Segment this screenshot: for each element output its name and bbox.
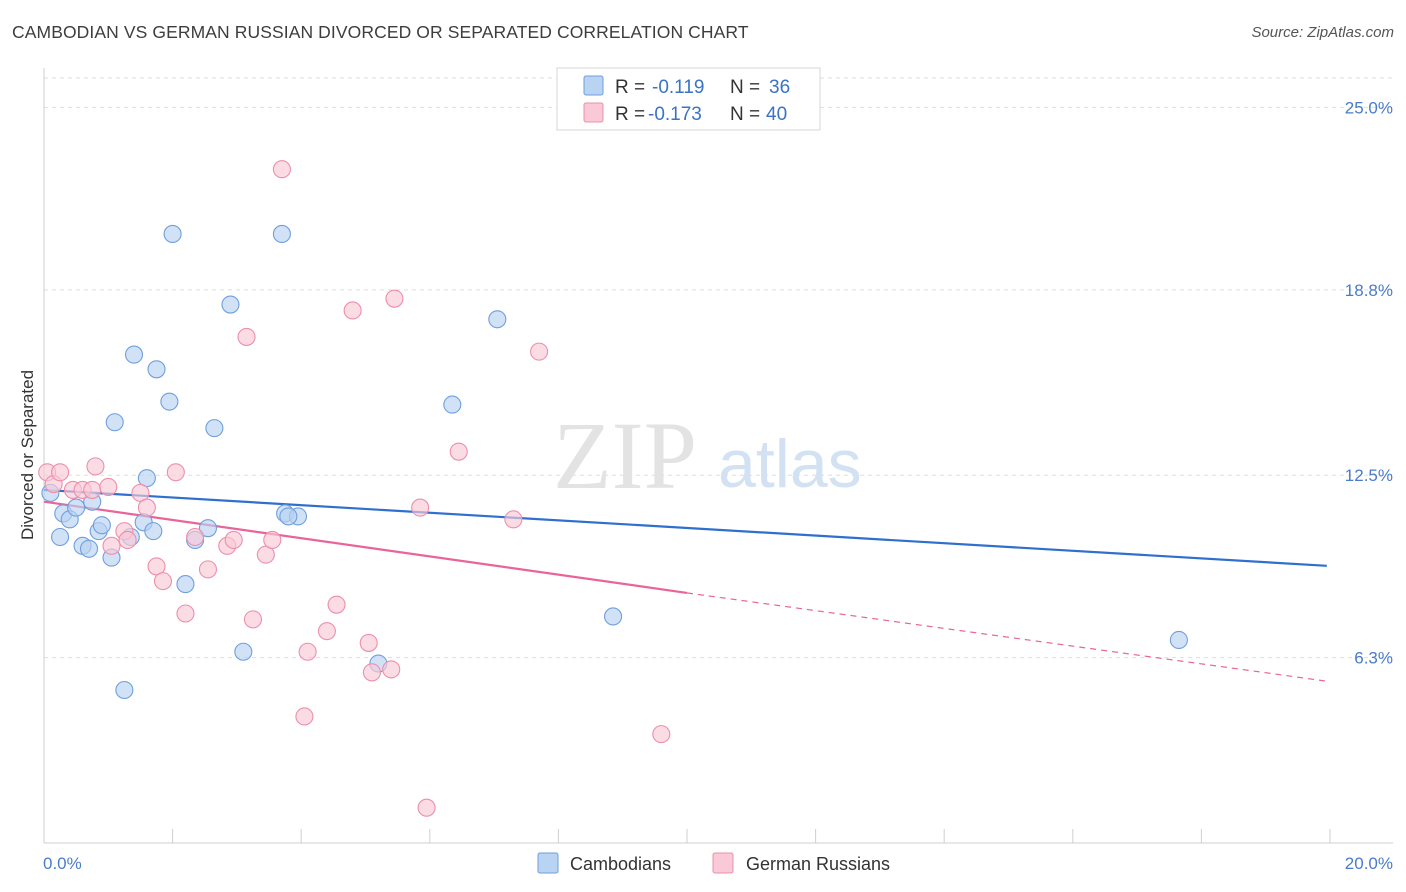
legend-swatch-cambodians: [583, 75, 604, 96]
data-point-german-russians: [327, 595, 346, 614]
series-legend-label-german-russians: German Russians: [746, 854, 890, 874]
data-point-german-russians: [166, 463, 185, 482]
data-point-cambodians: [105, 413, 124, 432]
tick-labels: 6.3% 12.5% 18.8% 25.0% 0.0% 20.0%: [43, 98, 1393, 873]
data-points: [38, 160, 1188, 817]
data-point-german-russians: [295, 707, 314, 726]
data-point-cambodians: [124, 345, 144, 364]
legend-r-value-1: -0.119: [652, 77, 704, 98]
data-point-german-russians: [118, 530, 137, 549]
data-point-german-russians: [298, 642, 317, 661]
legend-n-value-2: 40: [766, 104, 787, 125]
legend-n-label-1: N =: [730, 77, 760, 98]
data-point-german-russians: [317, 622, 336, 641]
data-point-cambodians: [51, 527, 70, 547]
data-point-german-russians: [137, 498, 156, 517]
y-axis-label: Divorced or Separated: [18, 370, 37, 540]
data-point-german-russians: [86, 457, 105, 476]
legend-n-label-2: N =: [730, 104, 760, 125]
data-point-cambodians: [488, 310, 507, 329]
data-point-german-russians: [51, 463, 70, 482]
data-point-german-russians: [362, 663, 381, 682]
data-point-cambodians: [163, 224, 182, 243]
y-tick-label: 12.5%: [1345, 466, 1393, 485]
data-point-german-russians: [153, 572, 173, 591]
watermark-atlas: atlas: [718, 426, 862, 502]
legend-r-label-1: R =: [615, 77, 645, 98]
data-point-cambodians: [272, 224, 291, 243]
legend-r-value-2: -0.173: [648, 104, 702, 125]
trend-line-1: [43, 500, 688, 594]
data-point-cambodians: [176, 575, 195, 594]
data-point-german-russians: [652, 725, 671, 744]
data-point-german-russians: [530, 342, 549, 361]
data-point-german-russians: [224, 530, 243, 549]
data-point-cambodians: [144, 522, 163, 541]
data-point-german-russians: [102, 536, 121, 555]
data-point-cambodians: [67, 498, 86, 517]
gridlines: [44, 77, 1393, 659]
data-point-german-russians: [186, 527, 205, 547]
data-point-german-russians: [504, 510, 523, 529]
data-point-german-russians: [417, 798, 436, 817]
data-point-german-russians: [99, 477, 118, 497]
data-point-cambodians: [79, 539, 99, 558]
y-tick-label: 18.8%: [1345, 281, 1393, 300]
legend-n-value-1: 36: [769, 77, 790, 98]
trend-line-dashed-1: [686, 592, 1327, 682]
data-point-cambodians: [92, 516, 111, 535]
data-point-german-russians: [237, 327, 256, 346]
data-point-cambodians: [147, 360, 166, 379]
data-point-cambodians: [234, 642, 253, 661]
source-label: Source: ZipAtlas.com: [1251, 24, 1394, 41]
legend-r-label-2: R =: [615, 104, 645, 125]
data-point-german-russians: [382, 660, 401, 679]
data-point-german-russians: [198, 560, 218, 579]
data-point-cambodians: [221, 295, 240, 314]
axes: [43, 68, 1393, 844]
data-point-cambodians: [279, 507, 298, 526]
data-point-cambodians: [198, 519, 218, 538]
series-legend-swatch-cambodians: [537, 852, 559, 874]
chart-title: CAMBODIAN VS GERMAN RUSSIAN DIVORCED OR …: [12, 22, 749, 42]
series-legend-swatch-german-russians: [712, 852, 734, 874]
series-legend-label-cambodians: Cambodians: [570, 854, 671, 874]
trend-line-0: [43, 488, 1327, 567]
data-point-german-russians: [359, 633, 378, 652]
data-point-cambodians: [115, 680, 134, 700]
series-legend: Cambodians German Russians: [537, 852, 890, 874]
data-point-german-russians: [83, 480, 102, 499]
data-point-german-russians: [176, 604, 195, 623]
data-point-cambodians: [205, 419, 224, 438]
data-point-cambodians: [604, 607, 623, 626]
y-tick-label: 6.3%: [1354, 649, 1393, 668]
data-point-german-russians: [272, 160, 291, 179]
data-point-cambodians: [1169, 630, 1188, 650]
legend-swatch-german-russians: [583, 102, 604, 123]
stats-legend: R = -0.119 N = 36 R = -0.173 N = 40: [556, 67, 821, 131]
data-point-german-russians: [411, 498, 430, 517]
data-point-german-russians: [243, 610, 263, 629]
watermark-zip: ZIP: [553, 402, 697, 509]
data-point-german-russians: [449, 442, 468, 461]
data-point-german-russians: [385, 289, 404, 308]
x-tick-label-max: 20.0%: [1345, 854, 1393, 873]
data-point-cambodians: [443, 395, 462, 414]
data-point-cambodians: [160, 392, 179, 411]
x-tick-label-min: 0.0%: [43, 854, 82, 873]
data-point-german-russians: [343, 301, 362, 320]
trend-lines: [43, 488, 1327, 682]
y-tick-label: 25.0%: [1345, 98, 1393, 117]
data-point-german-russians: [263, 530, 282, 549]
